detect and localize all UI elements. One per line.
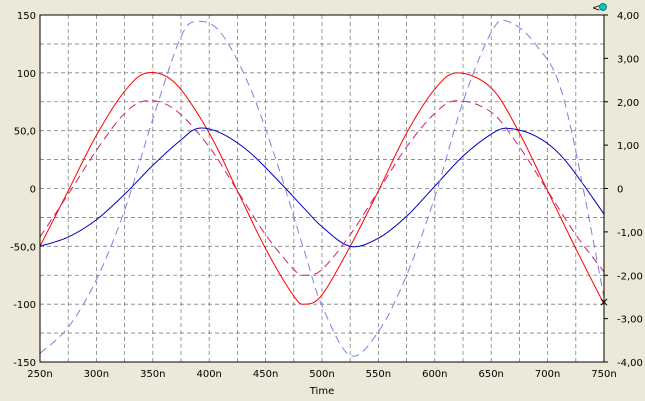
x-tick-label: 350n (140, 369, 165, 380)
y-left-tick-label: 150 (17, 11, 36, 22)
y-left-tick-label: -50,0 (10, 242, 36, 253)
series-line-2 (39, 127, 605, 248)
x-tick-label: 600n (422, 369, 447, 380)
x-axis-title: Time (309, 386, 334, 397)
y-axis-left-ticks: 150 100 50,0 0 -50,0 -100 -150 (10, 11, 36, 369)
y-right-tick-label: 0 (617, 185, 623, 196)
x-tick-label: 450n (253, 369, 278, 380)
series-line-4 (39, 19, 605, 357)
toolbar-controls: < (592, 3, 607, 14)
x-axis-ticks: 250n 300n 350n 400n 450n 500n 550n 600n 650n 700n… (27, 369, 616, 380)
y-axis-right-ticks: 4,00 3,00 2,00 1,00 0 -1,00 -2,00 -3,00 -4,00 (604, 11, 643, 369)
y-right-tick-label: -1,00 (617, 228, 643, 239)
y-left-tick-label: -150 (13, 358, 36, 369)
y-right-tick-label: 2,00 (617, 98, 639, 109)
y-left-tick-label: 50,0 (14, 127, 36, 138)
x-tick-label: 400n (196, 369, 221, 380)
series-line-1 (39, 71, 605, 305)
x-tick-label: 700n (535, 369, 560, 380)
x-tick-label: 500n (309, 369, 334, 380)
y-right-tick-label: -2,00 (617, 271, 643, 282)
x-tick-label: 650n (478, 369, 503, 380)
series-layer (39, 19, 605, 357)
y-left-tick-label: -100 (13, 300, 36, 311)
x-tick-label: 300n (84, 369, 109, 380)
y-right-tick-label: 4,00 (617, 11, 639, 22)
series-line-3 (39, 100, 605, 276)
x-tick-label: 250n (27, 369, 52, 380)
y-left-tick-label: 100 (17, 69, 36, 80)
y-left-tick-label: 0 (30, 185, 36, 196)
x-tick-label: 750n (591, 369, 616, 380)
scroll-left-button[interactable]: < (592, 3, 600, 14)
plot-border (39, 14, 605, 363)
y-right-tick-label: -4,00 (617, 358, 643, 369)
grid-lines (40, 15, 604, 362)
y-right-tick-label: 3,00 (617, 54, 639, 65)
x-tick-label: 550n (366, 369, 391, 380)
cyan-circle-icon[interactable] (599, 3, 607, 11)
y-right-tick-label: 1,00 (617, 141, 639, 152)
y-right-tick-label: -3,00 (617, 315, 643, 326)
